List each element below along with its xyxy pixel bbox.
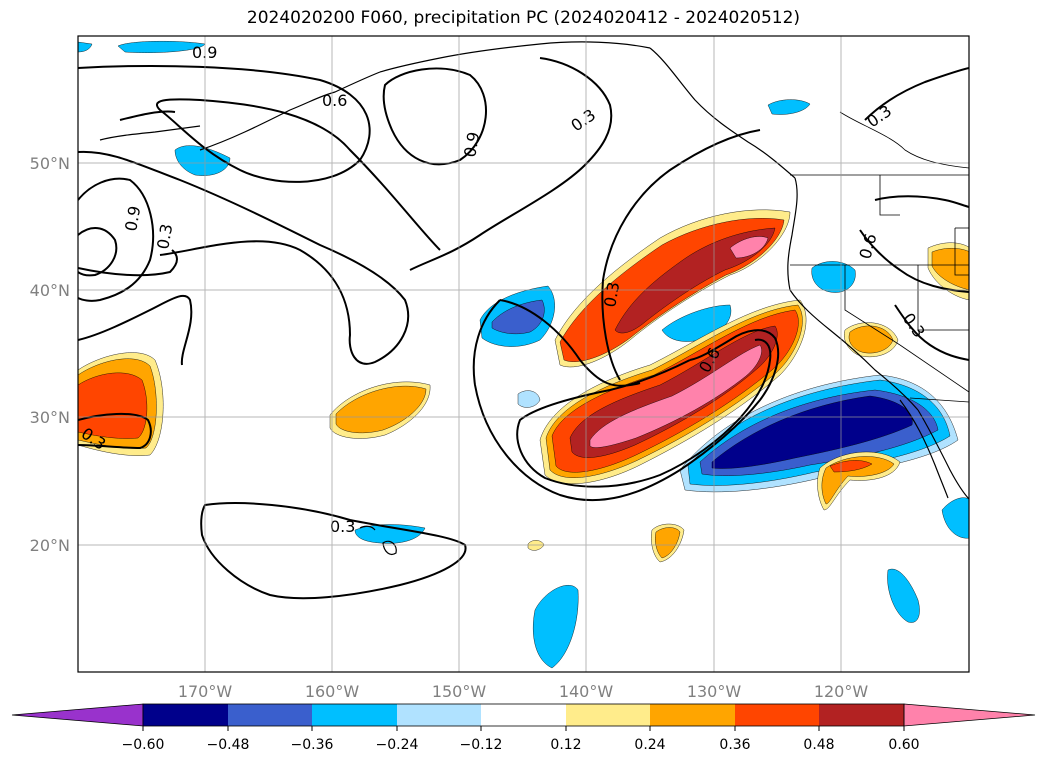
colorbar-segment <box>650 704 735 726</box>
colorbar-ticks <box>142 726 905 731</box>
colorbar-segment <box>481 704 566 726</box>
lon-labels: 170°W 160°W 150°W 140°W 130°W 120°W <box>178 682 869 701</box>
lon-label-170w: 170°W <box>178 682 233 701</box>
colorbar-segment <box>819 704 904 726</box>
colorbar-segment <box>228 704 312 726</box>
contour-label: 0.6 <box>322 91 347 110</box>
map-content: 0.9 0.6 0.9 0.3 0.3 0.9 0.6 0.3 0.6 0.3 … <box>78 36 969 672</box>
pos-region-south-d-mid <box>655 527 681 559</box>
contour-label: 0.9 <box>121 204 144 232</box>
colorbar-label: 0.60 <box>888 737 919 753</box>
colorbar-label: 0.48 <box>803 737 834 753</box>
colorbar: −0.60 −0.48 −0.36 −0.24 −0.12 0.12 0.24 … <box>11 703 1036 753</box>
colorbar-extend-low <box>11 703 144 727</box>
neg-region-north-a <box>174 145 231 176</box>
contour-lines <box>78 57 969 600</box>
contour-label: 0.3 <box>330 517 355 536</box>
shaded-fields <box>78 41 969 669</box>
map-frame <box>77 35 970 673</box>
neg-region-small-c <box>517 390 541 408</box>
colorbar-segment <box>312 704 397 726</box>
neg-region-baja-max <box>711 395 913 469</box>
pos-region-band-max <box>589 344 762 448</box>
lon-label-140w: 140°W <box>559 682 614 701</box>
pos-region-coast-mid <box>848 325 894 354</box>
map-area <box>78 36 969 672</box>
lon-label-120w: 120°W <box>814 682 869 701</box>
colorbar-label: −0.24 <box>376 737 419 753</box>
colorbar-label: 0.36 <box>719 737 750 753</box>
pos-region-central-mid <box>335 385 427 434</box>
contour-label: 0.9 <box>460 130 483 158</box>
colorbar-label: −0.36 <box>291 737 334 753</box>
pos-region-ne-max <box>729 236 769 259</box>
colorbar-label: 0.12 <box>550 737 581 753</box>
contour-label: 0.3 <box>153 222 176 250</box>
lon-label-160w: 160°W <box>305 682 360 701</box>
neg-region-south-a <box>532 585 579 669</box>
lat-label-20n: 20°N <box>30 536 70 555</box>
colorbar-label: −0.12 <box>460 737 503 753</box>
neg-region-north-c <box>767 99 811 115</box>
colorbar-segment <box>735 704 819 726</box>
colorbar-extend-high <box>903 703 1036 727</box>
colorbar-label: −0.48 <box>207 737 250 753</box>
pos-region-west-strong <box>78 372 148 439</box>
colorbar-label: −0.60 <box>122 737 165 753</box>
neg-region-south-b <box>887 568 920 623</box>
colorbar-segment <box>397 704 481 726</box>
map-title: 2024020200 F060, precipitation PC (20240… <box>246 8 801 28</box>
lat-labels: 50°N 40°N 30°N 20°N <box>30 154 70 555</box>
colorbar-labels: −0.60 −0.48 −0.36 −0.24 −0.12 0.12 0.24 … <box>122 737 920 753</box>
lat-label-30n: 30°N <box>30 408 70 427</box>
colorbar-label: 0.24 <box>634 737 665 753</box>
lon-label-130w: 130°W <box>687 682 742 701</box>
neg-region-small-b <box>811 261 856 293</box>
neg-region-mid-strong <box>491 299 545 335</box>
lat-label-40n: 40°N <box>30 281 70 300</box>
lat-label-50n: 50°N <box>30 154 70 173</box>
borders <box>790 111 969 403</box>
colorbar-outline <box>142 703 905 727</box>
pos-region-east-edge-mid <box>931 248 969 290</box>
colorbar-segment <box>566 704 650 726</box>
gridlines <box>78 36 969 672</box>
lon-label-150w: 150°W <box>432 682 487 701</box>
colorbar-segment <box>143 704 228 726</box>
contour-label: 0.3 <box>600 280 623 308</box>
neg-region-edge <box>941 497 969 539</box>
